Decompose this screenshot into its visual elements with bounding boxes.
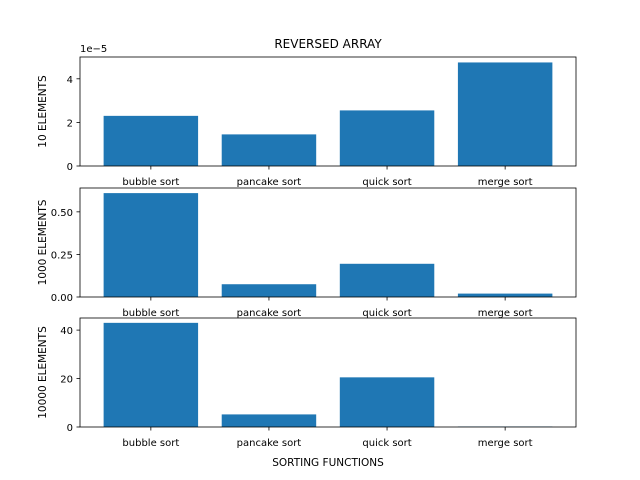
x-tick-label: quick sort (362, 438, 411, 449)
x-tick-label: merge sort (478, 438, 533, 449)
x-tick-label: merge sort (478, 308, 533, 319)
subplot-1: bubble sort pancake sort quick sort merge s… (37, 37, 577, 188)
bar-pancake-sort (221, 134, 317, 166)
y-tick-label: 0.25 (51, 250, 73, 261)
chart-title: REVERSED ARRAY (274, 37, 382, 51)
y-axis-label: 10000 ELEMENTS (37, 326, 49, 419)
y-tick-label: 0 (67, 162, 73, 173)
bar-pancake-sort (221, 284, 317, 297)
x-tick-label: bubble sort (122, 177, 179, 188)
bar-merge-sort (457, 62, 553, 167)
bar-quick-sort (339, 110, 435, 166)
bar-quick-sort (339, 377, 435, 427)
y-tick-label: 0.50 (51, 208, 73, 219)
y-tick-label: 2 (67, 118, 73, 129)
bar-bubble-sort (103, 115, 199, 166)
bar-quick-sort (339, 263, 435, 297)
axes-frame (79, 317, 577, 428)
bar-merge-sort (457, 293, 553, 297)
axes-frame (79, 56, 577, 167)
x-tick-label: merge sort (478, 177, 533, 188)
subplot-2: bubble sort pancake sort quick sort merge s… (37, 187, 577, 319)
subplot-3: bubble sort pancake sort quick sort merge s… (37, 317, 577, 469)
x-tick-label: quick sort (362, 177, 411, 188)
bar-bubble-sort (103, 193, 199, 297)
y-tick-label: 0.00 (51, 293, 73, 304)
axes-frame (79, 187, 577, 298)
y-axis-label: 10 ELEMENTS (37, 75, 49, 148)
y-offset-text: 1e−5 (80, 44, 107, 55)
x-tick-label: quick sort (362, 308, 411, 319)
y-tick-label: 4 (67, 75, 73, 86)
x-tick-label: pancake sort (237, 177, 302, 188)
y-tick-label: 40 (60, 326, 73, 337)
bar-pancake-sort (221, 414, 317, 427)
x-axis-label: SORTING FUNCTIONS (272, 457, 384, 469)
x-tick-label: bubble sort (122, 308, 179, 319)
x-tick-label: bubble sort (122, 438, 179, 449)
y-tick-label: 20 (60, 375, 73, 386)
x-tick-label: pancake sort (237, 438, 302, 449)
y-tick-label: 0 (67, 423, 73, 434)
x-tick-label: pancake sort (237, 308, 302, 319)
bar-bubble-sort (103, 322, 199, 427)
y-axis-label: 1000 ELEMENTS (37, 199, 49, 285)
